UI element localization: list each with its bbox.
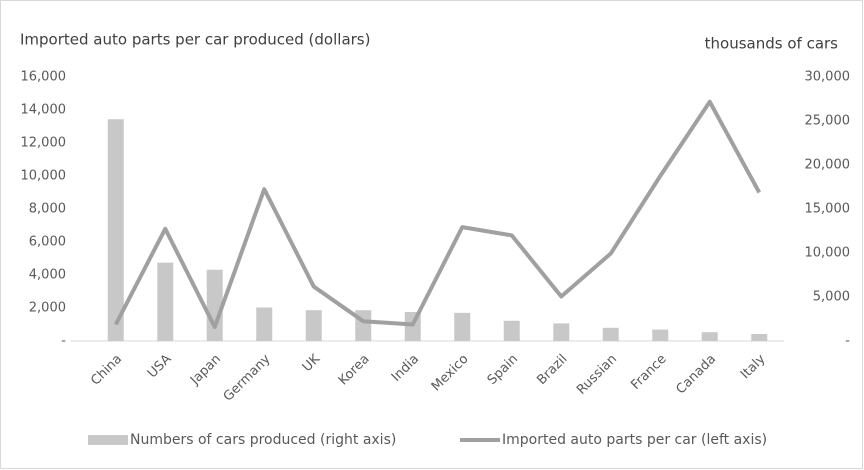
bar <box>157 262 174 341</box>
bar <box>107 119 124 342</box>
y2-tick-label: 25,000 <box>805 114 851 129</box>
line <box>113 99 762 329</box>
y2-axis-title: thousands of cars <box>705 35 839 53</box>
bar <box>751 333 768 341</box>
bar <box>652 329 669 341</box>
y2-tick-label: 30,000 <box>805 70 851 85</box>
y-tick-label: - <box>61 334 66 349</box>
bar <box>206 269 223 341</box>
y-tick-label: 2,000 <box>29 301 66 316</box>
y2-tick-label: 5,000 <box>813 290 850 305</box>
y-tick-label: 12,000 <box>21 136 67 151</box>
y2-tick-label: - <box>845 334 850 349</box>
legend-swatch <box>88 435 128 445</box>
legend-label: Imported auto parts per car (left axis) <box>502 432 767 448</box>
y-tick-label: 16,000 <box>21 70 67 85</box>
y-tick-label: 4,000 <box>29 268 66 283</box>
bar <box>553 323 570 341</box>
y-tick-label: 10,000 <box>21 169 67 184</box>
bar <box>503 320 520 341</box>
y2-tick-label: 15,000 <box>805 202 851 217</box>
bar <box>602 327 619 341</box>
bar <box>454 312 471 341</box>
legend-label: Numbers of cars produced (right axis) <box>130 432 396 448</box>
y-tick-label: 14,000 <box>21 103 67 118</box>
bar <box>701 332 718 341</box>
y2-tick-label: 20,000 <box>805 158 851 173</box>
y2-tick-label: 10,000 <box>805 246 851 261</box>
y-axis-title: Imported auto parts per car produced (do… <box>20 31 370 49</box>
bar <box>305 310 322 341</box>
bar <box>256 307 273 341</box>
y-tick-label: 8,000 <box>29 202 66 217</box>
bar <box>355 310 372 341</box>
y-tick-label: 6,000 <box>29 235 66 250</box>
